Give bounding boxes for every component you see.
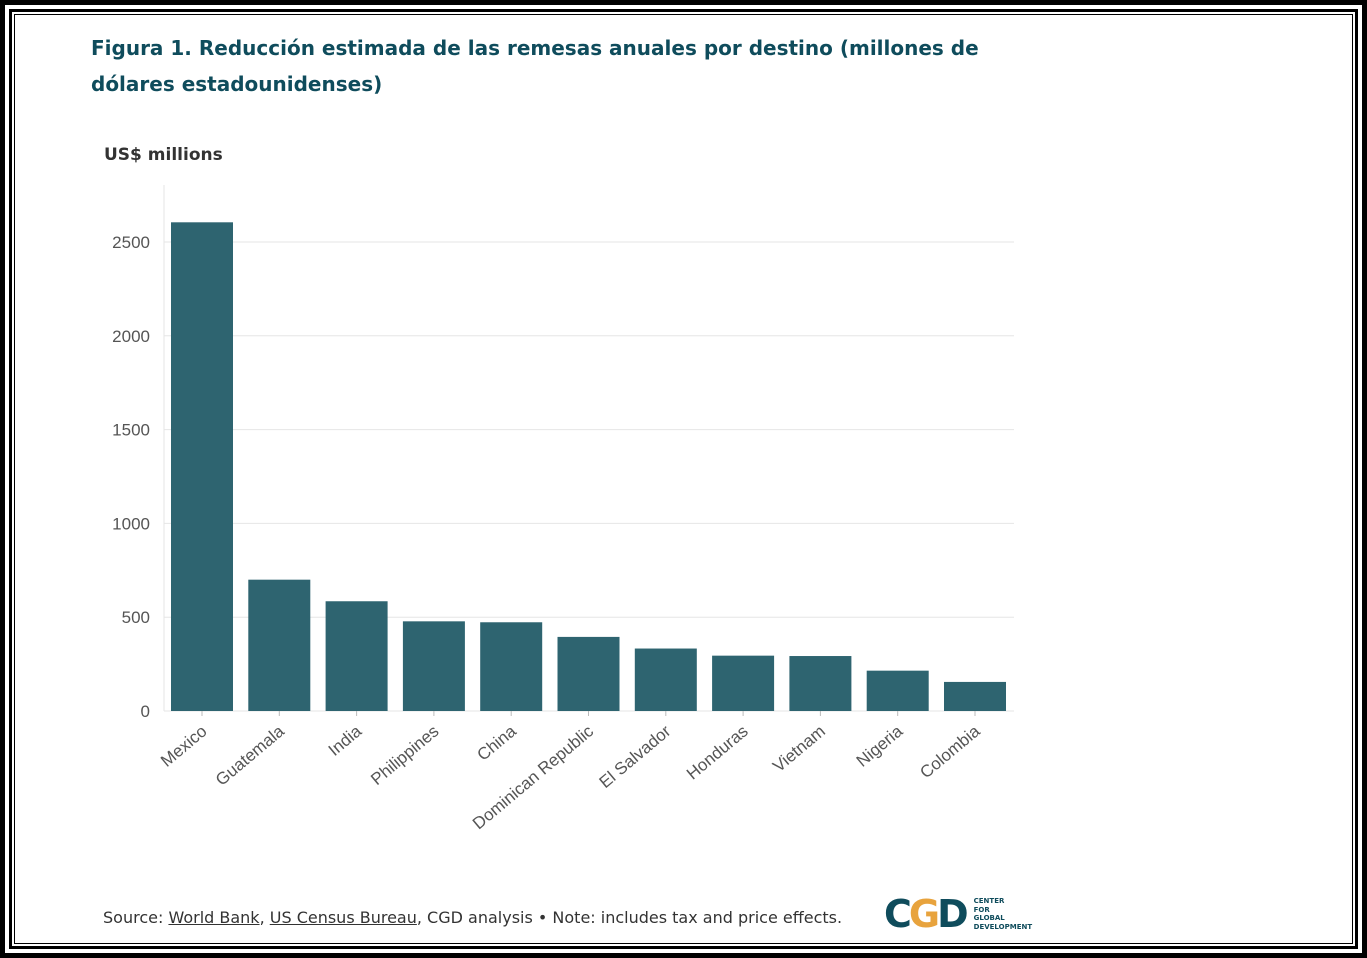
x-tick-label: Philippines [367, 722, 442, 789]
us-census-bureau-link[interactable]: US Census Bureau [269, 908, 417, 927]
logo-line-3: GLOBAL [973, 914, 1005, 922]
figure-title: Figura 1. Reducción estimada de las reme… [91, 36, 979, 96]
x-tick-label: India [325, 721, 366, 760]
logo-line-1: CENTER [973, 897, 1005, 905]
x-tick-label: China [474, 721, 521, 764]
source-prefix: Source: [103, 908, 169, 927]
y-tick-label: 0 [141, 702, 150, 721]
bar-dominican-republic [557, 636, 620, 711]
bar-india [325, 601, 388, 711]
bars [171, 222, 1006, 711]
world-bank-link[interactable]: World Bank [168, 908, 260, 927]
bar-chart: 0 500 1000 1500 2000 2500 Mexico Guatemala Indi… [112, 185, 1014, 833]
source-rest: , CGD analysis • Note: includes tax and … [416, 908, 843, 927]
bar-philippines [402, 621, 465, 711]
cgd-logo-mark: CGD [884, 892, 969, 936]
cgd-logo-text: CENTER FOR GLOBAL DEVELOPMENT [974, 897, 1032, 931]
source-separator: , [259, 908, 270, 927]
logo-line-4: DEVELOPMENT [973, 922, 1033, 931]
bar-china [480, 622, 543, 711]
y-tick-label: 2000 [112, 327, 150, 346]
y-tick-label: 1000 [112, 514, 150, 533]
inner-frame [9, 9, 1358, 949]
bar-colombia [944, 681, 1006, 711]
y-tick-label: 500 [122, 608, 150, 627]
x-tick-label: El Salvador [596, 721, 675, 792]
x-tick-label: Vietnam [769, 722, 829, 776]
x-tick-label: Honduras [683, 722, 752, 784]
bar-guatemala [248, 579, 311, 711]
logo-line-2: FOR [973, 905, 990, 914]
x-tick-label: Mexico [157, 722, 210, 771]
bar-nigeria [866, 670, 929, 711]
bar-mexico [171, 222, 233, 711]
y-axis-label: US$ millions [104, 145, 223, 165]
x-tick-label: Nigeria [853, 721, 907, 771]
x-tick-label: Guatemala [212, 721, 288, 789]
cgd-logo: CGD CENTER FOR GLOBAL DEVELOPMENT [884, 894, 1032, 934]
bar-el-salvador [634, 648, 697, 711]
y-tick-labels: 0 500 1000 1500 2000 2500 [112, 233, 150, 721]
inner-frame-line [14, 14, 1353, 944]
bar-vietnam [789, 656, 852, 711]
y-tick-label: 2500 [112, 233, 150, 252]
x-tick-label: Colombia [916, 721, 984, 782]
source-note: Source: World Bank, US Census Bureau, CG… [103, 908, 842, 927]
bar-honduras [712, 655, 775, 711]
x-tick-labels: Mexico Guatemala India Philippines ChinaDomi… [157, 711, 984, 833]
y-tick-label: 1500 [112, 421, 150, 440]
